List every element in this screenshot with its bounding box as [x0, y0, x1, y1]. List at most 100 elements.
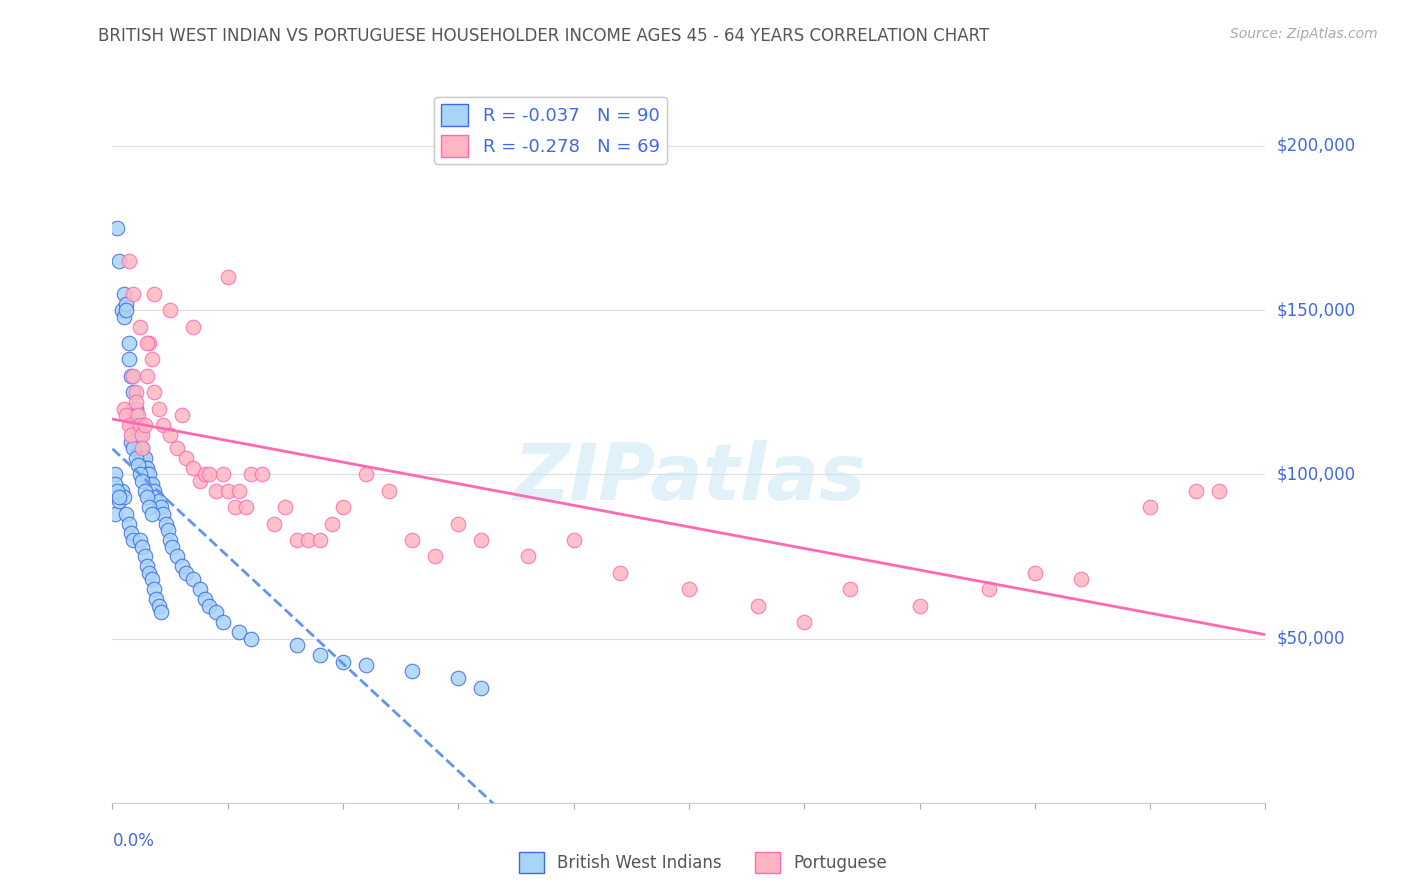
Point [174, 450, 197, 465]
Point [141, 477, 163, 491]
Point [212, 467, 235, 482]
Point [134, 418, 156, 433]
Point [470, 681, 492, 695]
Point [562, 533, 585, 547]
Text: $200,000: $200,000 [1277, 137, 1355, 155]
Point [117, 253, 139, 268]
Point [678, 582, 700, 597]
Point [141, 352, 163, 367]
Point [908, 599, 931, 613]
Point [205, 605, 228, 619]
Point [239, 632, 262, 646]
Point [188, 474, 211, 488]
Point [127, 441, 149, 455]
Point [217, 270, 239, 285]
Point [136, 559, 159, 574]
Text: Source: ZipAtlas.com: Source: ZipAtlas.com [1230, 27, 1378, 41]
Point [129, 441, 152, 455]
Point [188, 582, 211, 597]
Point [516, 549, 538, 564]
Point [174, 566, 197, 580]
Point [124, 401, 146, 416]
Text: 0.0%: 0.0% [112, 831, 155, 850]
Point [309, 533, 332, 547]
Point [115, 507, 138, 521]
Point [129, 450, 152, 465]
Point [127, 409, 149, 423]
Point [1185, 483, 1208, 498]
Point [138, 467, 160, 482]
Point [162, 540, 184, 554]
Point [1208, 483, 1230, 498]
Point [205, 483, 228, 498]
Point [149, 500, 172, 515]
Point [138, 566, 160, 580]
Point [122, 286, 145, 301]
Point [148, 401, 170, 416]
Point [129, 319, 152, 334]
Point [194, 467, 217, 482]
Point [181, 319, 204, 334]
Point [111, 483, 134, 498]
Point [470, 533, 492, 547]
Point [285, 638, 308, 652]
Point [138, 477, 160, 491]
Point [117, 418, 139, 433]
Point [143, 385, 166, 400]
Point [136, 491, 159, 505]
Point [115, 296, 138, 310]
Point [148, 599, 170, 613]
Point [235, 500, 257, 515]
Point [108, 491, 131, 505]
Point [112, 286, 135, 301]
Point [141, 573, 163, 587]
Point [1070, 573, 1092, 587]
Point [120, 368, 142, 383]
Point [105, 221, 128, 235]
Point [104, 477, 127, 491]
Point [198, 467, 221, 482]
Point [166, 549, 188, 564]
Point [104, 507, 127, 521]
Point [217, 483, 239, 498]
Point [136, 368, 159, 383]
Text: BRITISH WEST INDIAN VS PORTUGUESE HOUSEHOLDER INCOME AGES 45 - 64 YEARS CORRELAT: BRITISH WEST INDIAN VS PORTUGUESE HOUSEH… [98, 27, 990, 45]
Point [131, 428, 153, 442]
Point [143, 286, 166, 301]
Point [425, 549, 447, 564]
Point [152, 507, 174, 521]
Point [111, 303, 134, 318]
Point [159, 303, 181, 318]
Point [120, 526, 142, 541]
Point [108, 253, 131, 268]
Point [145, 592, 167, 607]
Point [129, 467, 152, 482]
Point [228, 625, 250, 640]
Point [112, 491, 135, 505]
Point [155, 516, 177, 531]
Point [136, 460, 159, 475]
Point [120, 434, 142, 449]
Point [378, 483, 401, 498]
Point [138, 500, 160, 515]
Point [122, 368, 145, 383]
Point [117, 352, 139, 367]
Point [131, 474, 153, 488]
Point [332, 500, 354, 515]
Point [309, 648, 332, 662]
Point [124, 450, 146, 465]
Point [115, 303, 138, 318]
Point [212, 615, 235, 630]
Point [134, 460, 156, 475]
Point [159, 428, 181, 442]
Point [228, 483, 250, 498]
Point [129, 418, 152, 433]
Point [1024, 566, 1046, 580]
Point [124, 418, 146, 433]
Point [263, 516, 285, 531]
Point [401, 533, 423, 547]
Point [143, 582, 166, 597]
Point [108, 493, 131, 508]
Point [354, 467, 377, 482]
Point [136, 467, 159, 482]
